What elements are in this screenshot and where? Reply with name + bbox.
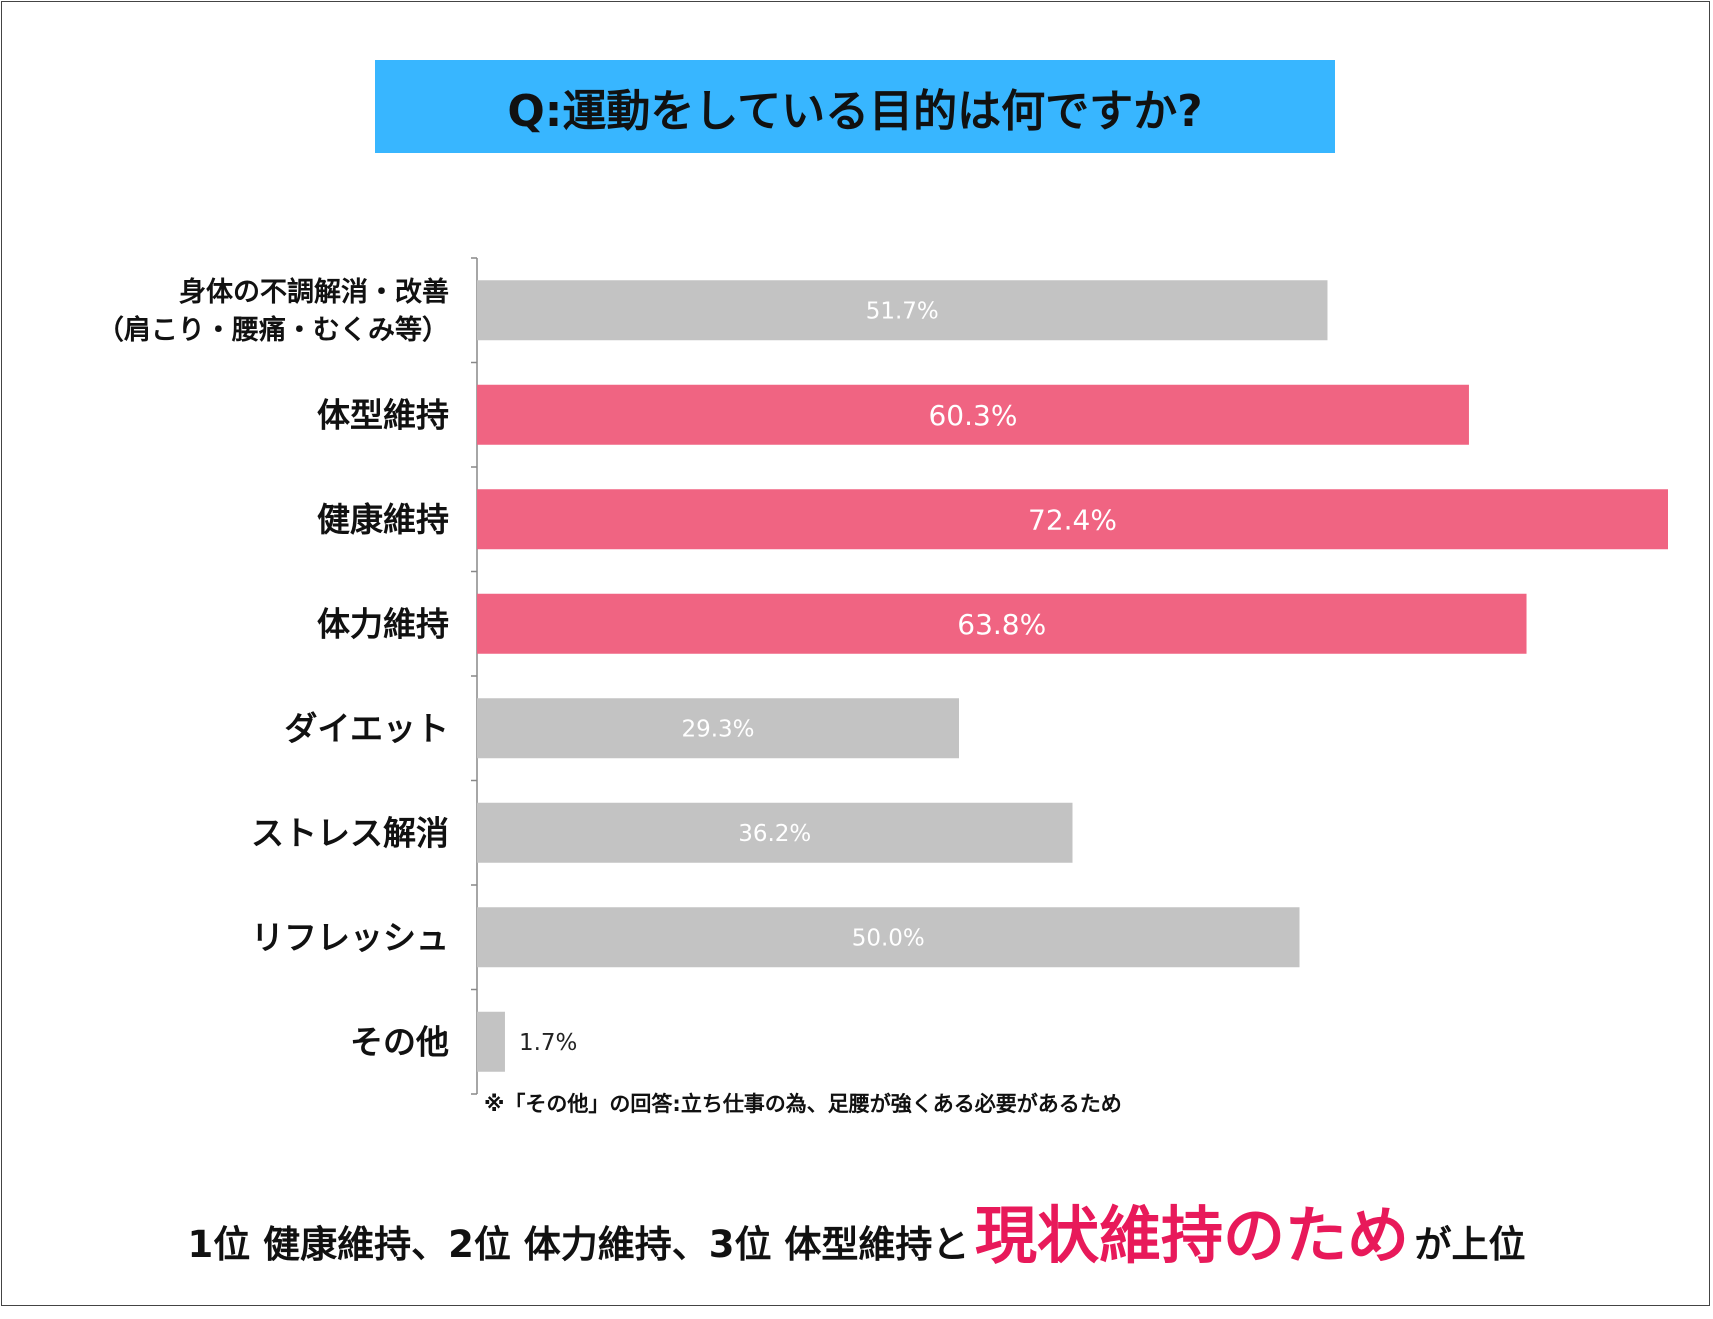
bar-value-label: 51.7% bbox=[866, 298, 939, 324]
category-label: ダイエット bbox=[284, 709, 449, 748]
bar-value-label: 72.4% bbox=[1028, 503, 1117, 536]
summary-emphasis: 現状維持のため bbox=[974, 1199, 1409, 1272]
bar bbox=[477, 489, 1668, 550]
bar bbox=[477, 1011, 505, 1072]
category-label: ストレス解消 bbox=[251, 814, 449, 853]
bar-value-label: 1.7% bbox=[519, 1030, 577, 1056]
category-label: 身体の不調解消・改善 bbox=[179, 276, 449, 308]
bar-value-label: 50.0% bbox=[852, 925, 925, 951]
chart-title: Q:運動をしている目的は何ですか? bbox=[375, 60, 1335, 153]
bar bbox=[477, 593, 1527, 654]
summary-line: 1位 健康維持、2位 体力維持、3位 体型維持と 現状維持のため が上位 bbox=[0, 1185, 1713, 1275]
category-label: その他 bbox=[350, 1023, 449, 1062]
category-label: 健康維持 bbox=[317, 500, 449, 539]
other-answer-note: ※「その他」の回答:立ち仕事の為、足腰が強くある必要があるため bbox=[484, 1092, 1122, 1116]
bar bbox=[477, 907, 1300, 968]
category-label: リフレッシュ bbox=[251, 918, 449, 957]
bar-value-label: 60.3% bbox=[928, 399, 1017, 432]
bar-value-label: 63.8% bbox=[957, 608, 1046, 641]
summary-part2: が上位 bbox=[1414, 1223, 1526, 1266]
bar bbox=[477, 698, 959, 759]
category-label: 体力維持 bbox=[317, 605, 449, 644]
summary-part1: 1位 健康維持、2位 体力維持、3位 体型維持と bbox=[187, 1223, 970, 1266]
bar bbox=[477, 384, 1469, 445]
bar bbox=[477, 802, 1073, 863]
category-label: （肩こり・腰痛・むくみ等） bbox=[97, 314, 449, 346]
bar-value-label: 36.2% bbox=[738, 821, 811, 847]
category-label: 体型維持 bbox=[317, 396, 449, 435]
bar-value-label: 29.3% bbox=[681, 716, 754, 742]
bar bbox=[477, 280, 1328, 341]
